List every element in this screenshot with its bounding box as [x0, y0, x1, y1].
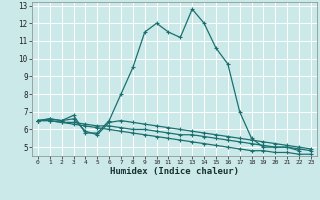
X-axis label: Humidex (Indice chaleur): Humidex (Indice chaleur)	[110, 167, 239, 176]
